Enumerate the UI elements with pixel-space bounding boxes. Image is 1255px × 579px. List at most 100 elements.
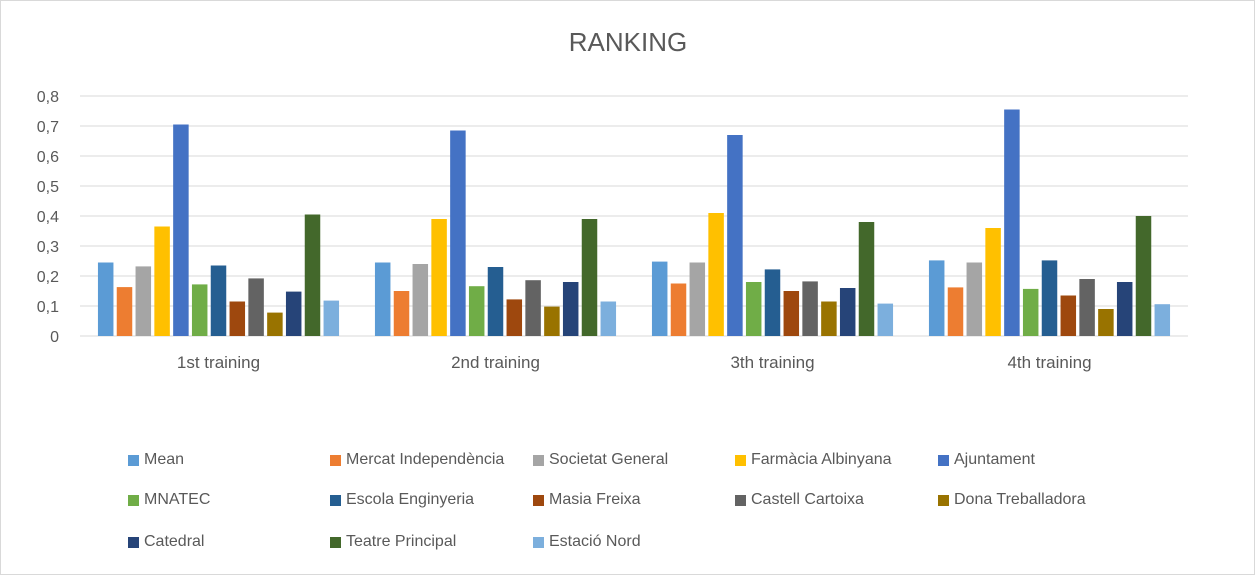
- legend-swatch: [533, 454, 544, 466]
- legend-item: Mean: [128, 448, 184, 472]
- legend-label: Mean: [144, 451, 185, 468]
- legend-label: Teatre Principal: [346, 533, 457, 550]
- gridlines: [80, 95, 1188, 337]
- legend-item: Masia Freixa: [533, 488, 641, 512]
- bar: [116, 287, 133, 336]
- bar: [1116, 282, 1133, 336]
- x-category-label: 3th training: [730, 353, 814, 372]
- legend-swatch: [128, 454, 139, 466]
- legend-item: Ajuntament: [938, 448, 1035, 472]
- legend-item: Teatre Principal: [330, 530, 456, 554]
- chart-title: RANKING: [569, 27, 687, 57]
- bar: [600, 301, 617, 336]
- bar: [267, 312, 283, 336]
- legend-label: Ajuntament: [954, 451, 1035, 468]
- legend-item: Castell Cartoixa: [735, 488, 864, 512]
- bar: [248, 278, 264, 336]
- bar: [1098, 309, 1114, 336]
- x-axis-category-labels: 1st training 2nd training 3th training 4th …: [177, 353, 1092, 372]
- bar: [173, 124, 189, 336]
- legend-label: Mercat Independència: [346, 451, 505, 468]
- bar: [97, 262, 114, 336]
- legend-item: Escola Enginyeria: [330, 488, 474, 512]
- bars: [97, 109, 1171, 336]
- bar: [468, 286, 485, 336]
- legend-item: Farmàcia Albinyana: [735, 448, 892, 472]
- bar: [393, 291, 410, 336]
- bar: [708, 213, 724, 336]
- bar: [191, 284, 208, 336]
- y-tick-label: 0,4: [37, 209, 59, 226]
- legend-swatch: [533, 536, 544, 548]
- bar: [689, 262, 706, 336]
- legend-label: MNATEC: [144, 491, 211, 508]
- legend-item: Societat General: [533, 448, 668, 472]
- legend-label: Catedral: [144, 533, 205, 550]
- bar: [229, 301, 246, 336]
- bar: [431, 219, 447, 336]
- y-tick-label: 0,2: [37, 269, 59, 286]
- legend-swatch: [330, 536, 341, 548]
- legend-label: Escola Enginyeria: [346, 491, 475, 508]
- bar: [1135, 216, 1152, 336]
- bar: [412, 264, 429, 336]
- bar: [1060, 295, 1077, 336]
- bar: [670, 283, 687, 336]
- bar: [858, 222, 875, 336]
- bar: [544, 306, 560, 336]
- legend-item: Dona Treballadora: [938, 488, 1086, 512]
- bar: [839, 288, 856, 336]
- legend-item: Mercat Independència: [330, 448, 504, 472]
- bar: [928, 260, 945, 336]
- legend-swatch: [938, 494, 949, 506]
- bar: [304, 214, 321, 336]
- bar: [821, 301, 837, 336]
- y-tick-label: 0,6: [37, 149, 59, 166]
- bar: [506, 299, 523, 336]
- legend: Mean Mercat Independència Societat General…: [128, 445, 1128, 565]
- bar: [450, 130, 466, 336]
- legend-item: Catedral: [128, 530, 204, 554]
- bar: [966, 262, 983, 336]
- bar: [764, 269, 781, 336]
- legend-label: Estació Nord: [549, 533, 641, 550]
- bar: [525, 280, 541, 336]
- legend-label: Societat General: [549, 451, 669, 468]
- bar: [651, 261, 668, 336]
- bar: [374, 262, 391, 336]
- legend-swatch: [128, 494, 139, 506]
- bar: [323, 300, 340, 336]
- y-axis-tick-labels: 0 0,1 0,2 0,3 0,4 0,5 0,6 0,7 0,8: [37, 89, 59, 346]
- legend-item: MNATEC: [128, 488, 210, 512]
- legend-swatch: [128, 536, 139, 548]
- bar: [210, 265, 227, 336]
- legend-label: Masia Freixa: [549, 491, 641, 508]
- legend-item: Estació Nord: [533, 530, 641, 554]
- bar: [985, 228, 1001, 336]
- legend-label: Farmàcia Albinyana: [751, 451, 892, 468]
- x-category-label: 2nd training: [451, 353, 540, 372]
- bar: [1154, 304, 1171, 336]
- x-category-label: 4th training: [1007, 353, 1091, 372]
- bar: [285, 291, 302, 336]
- bar: [1041, 260, 1058, 336]
- legend-swatch: [735, 494, 746, 506]
- bar: [783, 291, 800, 336]
- bar: [154, 226, 170, 336]
- y-tick-label: 0,5: [37, 179, 59, 196]
- x-category-label: 1st training: [177, 353, 260, 372]
- bar: [135, 266, 152, 336]
- bar: [581, 219, 598, 336]
- bar: [1004, 109, 1020, 336]
- bar: [802, 281, 818, 336]
- y-tick-label: 0,8: [37, 89, 59, 106]
- bar: [562, 282, 579, 336]
- legend-swatch: [735, 454, 746, 466]
- legend-label: Castell Cartoixa: [751, 491, 864, 508]
- legend-swatch: [938, 454, 949, 466]
- bar: [745, 282, 762, 336]
- legend-swatch: [330, 494, 341, 506]
- bar: [727, 135, 743, 336]
